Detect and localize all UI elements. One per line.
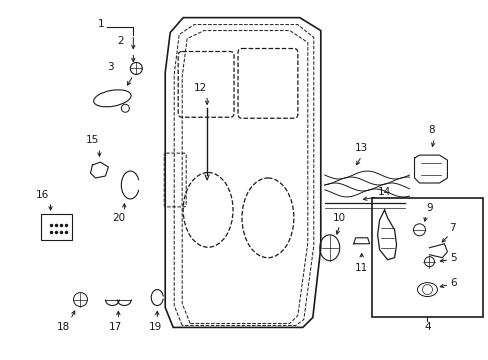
Text: 4: 4 [423,323,430,332]
Text: 5: 5 [449,253,456,263]
Text: 1: 1 [98,19,104,28]
Text: 9: 9 [425,203,432,213]
Text: 18: 18 [57,323,70,332]
Text: 11: 11 [354,263,367,273]
Text: 15: 15 [85,135,99,145]
Text: 20: 20 [112,213,124,223]
Text: 16: 16 [36,190,49,200]
Bar [371,198,482,318]
Text: 14: 14 [377,187,390,197]
Text: 19: 19 [148,323,162,332]
Text: 6: 6 [449,278,456,288]
Text: 13: 13 [354,143,367,153]
Text: 3: 3 [107,62,114,72]
Text: 10: 10 [332,213,346,223]
Text: 8: 8 [427,125,434,135]
Text: 17: 17 [108,323,122,332]
Text: 7: 7 [448,223,455,233]
Text: 12: 12 [193,84,206,93]
Text: 2: 2 [117,36,123,46]
